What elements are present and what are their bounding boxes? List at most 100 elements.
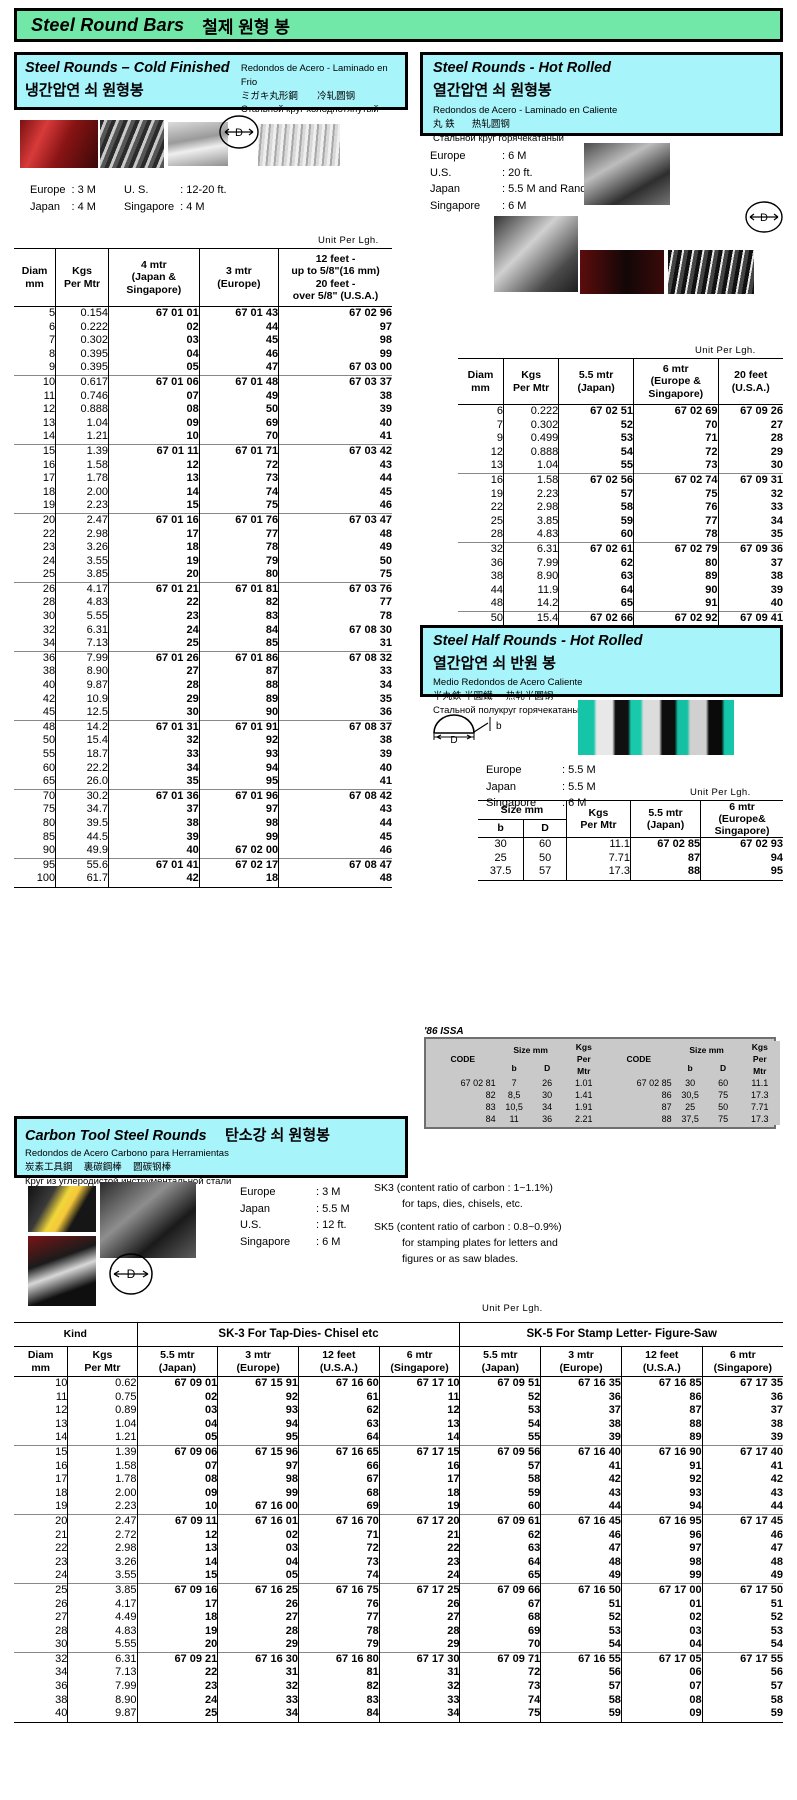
cell-code-6mtr: 94 [700, 851, 783, 866]
table-row: 24 3.55 19 79 50 [14, 554, 392, 569]
column-header: 12 feet - up to 5/8"(16 mm) 20 feet - over … [278, 248, 392, 307]
cell-code-7: 67 16 90 [620, 1444, 703, 1460]
cell-code-2: 92 [217, 1390, 299, 1405]
carbon-sub-ja: 炭素工具鋼 [25, 1161, 73, 1173]
cell-code-4: 17 [378, 1473, 460, 1487]
cell-code-feet: 46 [278, 844, 392, 859]
cell-code-3: 64 [298, 1431, 380, 1446]
cell-diam: 9 [496, 432, 503, 445]
cell-kgs: 17.3 [565, 865, 631, 879]
cell-code-4mtr: 25 [107, 637, 200, 652]
cell-code-4mtr: 08 [107, 403, 200, 417]
cell-kgs: 1.78 [55, 472, 109, 486]
cold-len-value-3: : 4 M [180, 200, 205, 213]
cell-kgs: 10.9 [55, 692, 109, 707]
cell-code-feet: 67 03 42 [278, 443, 392, 459]
half-sub-cjk: 半丸鉄 半圓鐵 热轧半圆钢 [433, 690, 780, 704]
cell-code-4mtr: 39 [107, 830, 200, 845]
cell-diam: 28 [42, 596, 56, 609]
table-row: 34 7.13 25 85 31 [14, 637, 392, 652]
cell-kgs: 1.58 [67, 1459, 138, 1474]
cell-diam: 15 [14, 443, 56, 459]
cell-code-feet: 78 [278, 610, 392, 624]
column-header: 5.5 mtr (Japan) [558, 358, 634, 405]
column-header: 5.5 mtr (Japan) [136, 1346, 218, 1377]
carbon-unit-label: Unit Per Lgh. [482, 1303, 543, 1314]
cell-code-4mtr: 05 [107, 361, 200, 376]
issa-cell-b-left: 8,5 [507, 1090, 521, 1100]
issa-cell-d-left: 36 [542, 1114, 553, 1124]
cell-code-5: 58 [459, 1473, 541, 1487]
cell-code-55mtr: 67 02 85 [629, 837, 701, 852]
table-row: 22 2.98 17 77 48 [14, 527, 392, 542]
cell-code-2: 02 [217, 1528, 299, 1543]
cell-code-5: 64 [459, 1555, 541, 1570]
table-row: 36 7.99 67 01 26 67 01 86 67 08 32 [14, 650, 392, 666]
cell-code-8: 41 [701, 1459, 783, 1474]
issa-cell-b-left: 10,5 [505, 1102, 523, 1112]
column-header: 20 feet (U.S.A.) [717, 358, 783, 405]
cell-code-7: 89 [620, 1431, 703, 1446]
half-rounds-photo [578, 700, 734, 755]
cell-code-7: 92 [620, 1473, 703, 1487]
issa-cell-kgs-left: 2.21 [575, 1114, 593, 1124]
cell-code-4: 67 17 10 [378, 1376, 460, 1391]
cell-code-6: 41 [540, 1459, 622, 1474]
cell-code-6: 42 [540, 1473, 622, 1487]
cell-code-6: 58 [540, 1693, 622, 1708]
cell-code-4mtr: 22 [107, 596, 200, 611]
cell-code-6: 67 16 40 [540, 1444, 622, 1460]
cell-kgs: 8.90 [502, 570, 559, 584]
cell-code-3mtr: 89 [198, 692, 279, 707]
cell-code-20feet: 37 [717, 556, 783, 571]
cell-code-8: 67 17 45 [701, 1513, 783, 1529]
cell-kgs: 9.87 [55, 679, 109, 693]
cell-code-4mtr: 34 [107, 761, 200, 776]
table-row: 34 7.13 22 31 81 31 72 56 06 56 [14, 1666, 783, 1681]
cell-code-4: 24 [378, 1569, 460, 1584]
cell-code-55mtr: 67 02 51 [558, 404, 634, 419]
cell-code-3mtr: 93 [198, 748, 279, 762]
cell-code-3mtr: 70 [198, 430, 279, 445]
cell-code-55mtr: 52 [558, 418, 634, 433]
cell-code-feet: 67 08 47 [278, 857, 392, 873]
cell-diam: 14 [42, 430, 56, 443]
cell-code-feet: 40 [278, 761, 392, 776]
cell-code-8: 67 17 35 [701, 1376, 783, 1391]
cell-diam: 19 [42, 499, 56, 512]
cell-code-4: 23 [378, 1555, 460, 1570]
cell-code-feet: 48 [278, 527, 392, 542]
issa-cell-d-right: 50 [718, 1102, 729, 1112]
table-row: 28 4.83 60 78 35 [458, 528, 783, 543]
cell-diam: 25 [490, 514, 503, 527]
cell-code-4mtr: 14 [107, 485, 200, 500]
carbon-photo-3 [28, 1236, 96, 1306]
cell-code-1: 67 09 06 [136, 1444, 218, 1460]
cell-code-3mtr: 84 [198, 623, 279, 638]
cell-code-3: 67 16 60 [298, 1376, 380, 1391]
cell-code-feet: 39 [278, 748, 392, 762]
cell-code-3: 66 [298, 1459, 380, 1474]
cell-diam: 8 [48, 347, 56, 360]
cell-code-55mtr: 57 [558, 487, 634, 502]
cell-kgs: 14.2 [502, 597, 559, 612]
table-row: 40 9.87 25 34 84 34 75 59 09 59 [14, 1707, 783, 1721]
cold-len-region-1: Japan [30, 200, 60, 213]
carbon-photo-1 [28, 1186, 96, 1232]
cell-diam: 13 [55, 1417, 68, 1430]
half-len-value-0: : 5.5 M [562, 764, 596, 776]
cell-code-6: 49 [540, 1569, 622, 1584]
cell-code-5: 65 [459, 1569, 541, 1584]
cell-code-1: 67 09 21 [136, 1651, 218, 1667]
cell-code-3: 78 [298, 1624, 380, 1639]
cell-kgs: 49.9 [55, 844, 109, 859]
cell-code-55mtr: 88 [629, 865, 701, 879]
column-header-size-mm: Size mm [478, 800, 567, 820]
group-header-sk3: SK-3 For Tap-Dies- Chisel etc [136, 1322, 460, 1347]
cell-diam: 26 [55, 1597, 68, 1610]
cell-code-3mtr: 67 01 91 [198, 719, 279, 735]
half-title-en: Steel Half Rounds - Hot Rolled [433, 633, 643, 649]
cell-code-4mtr: 07 [107, 389, 200, 404]
table-row: 9 0.499 53 71 28 [458, 432, 783, 446]
table-row: 90 49.9 40 67 02 00 46 [14, 844, 392, 859]
